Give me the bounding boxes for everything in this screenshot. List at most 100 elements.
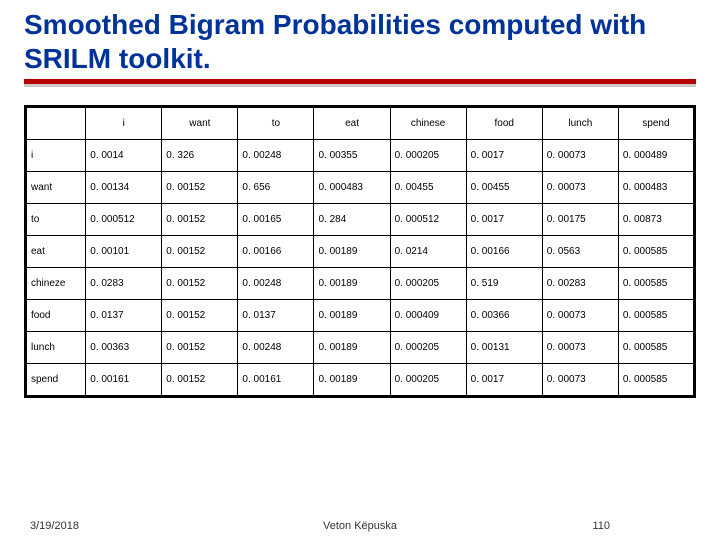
cell: 0. 0214 <box>390 236 466 268</box>
cell: 0. 000205 <box>390 268 466 300</box>
footer-page: 110 <box>592 520 610 532</box>
row-label: eat <box>26 236 86 268</box>
cell: 0. 00152 <box>162 300 238 332</box>
cell: 0. 000409 <box>390 300 466 332</box>
cell: 0. 00152 <box>162 268 238 300</box>
table-row: want0. 001340. 001520. 6560. 0004830. 00… <box>26 172 695 204</box>
cell: 0. 00189 <box>314 300 390 332</box>
cell: 0. 00189 <box>314 268 390 300</box>
table-row: eat0. 001010. 001520. 001660. 001890. 02… <box>26 236 695 268</box>
header-cell: spend <box>618 107 694 140</box>
cell: 0. 00248 <box>238 268 314 300</box>
table-row: food0. 01370. 001520. 01370. 001890. 000… <box>26 300 695 332</box>
header-cell: want <box>162 107 238 140</box>
cell: 0. 000512 <box>390 204 466 236</box>
footer-author: Veton Këpuska <box>323 520 397 532</box>
cell: 0. 0137 <box>86 300 162 332</box>
cell: 0. 0283 <box>86 268 162 300</box>
cell: 0. 284 <box>314 204 390 236</box>
cell: 0. 00166 <box>466 236 542 268</box>
cell: 0. 00152 <box>162 236 238 268</box>
header-cell: food <box>466 107 542 140</box>
row-label: to <box>26 204 86 236</box>
table-row: spend0. 001610. 001520. 001610. 001890. … <box>26 364 695 397</box>
cell: 0. 00161 <box>86 364 162 397</box>
cell: 0. 00455 <box>466 172 542 204</box>
cell: 0. 00073 <box>542 300 618 332</box>
cell: 0. 000585 <box>618 332 694 364</box>
cell: 0. 326 <box>162 140 238 172</box>
header-cell: to <box>238 107 314 140</box>
row-label: chineze <box>26 268 86 300</box>
slide-title: Smoothed Bigram Probabilities computed w… <box>24 8 696 75</box>
cell: 0. 00455 <box>390 172 466 204</box>
cell: 0. 00152 <box>162 172 238 204</box>
title-area: Smoothed Bigram Probabilities computed w… <box>0 0 720 75</box>
cell: 0. 0014 <box>86 140 162 172</box>
cell: 0. 000585 <box>618 364 694 397</box>
cell: 0. 00073 <box>542 172 618 204</box>
cell: 0. 00152 <box>162 332 238 364</box>
cell: 0. 0563 <box>542 236 618 268</box>
header-cell: eat <box>314 107 390 140</box>
cell: 0. 000585 <box>618 236 694 268</box>
cell: 0. 0017 <box>466 364 542 397</box>
row-label: want <box>26 172 86 204</box>
cell: 0. 00873 <box>618 204 694 236</box>
cell: 0. 00189 <box>314 236 390 268</box>
cell: 0. 0017 <box>466 204 542 236</box>
header-cell <box>26 107 86 140</box>
cell: 0. 519 <box>466 268 542 300</box>
footer: 3/19/2018 Veton Këpuska 110 <box>0 520 720 532</box>
bigram-table: i want to eat chinese food lunch spend i… <box>24 105 696 398</box>
cell: 0. 00189 <box>314 364 390 397</box>
footer-date: 3/19/2018 <box>30 520 79 532</box>
cell: 0. 000585 <box>618 300 694 332</box>
cell: 0. 000483 <box>314 172 390 204</box>
cell: 0. 00131 <box>466 332 542 364</box>
cell: 0. 00073 <box>542 140 618 172</box>
cell: 0. 000205 <box>390 364 466 397</box>
cell: 0. 00073 <box>542 332 618 364</box>
cell: 0. 656 <box>238 172 314 204</box>
cell: 0. 00248 <box>238 332 314 364</box>
header-cell: i <box>86 107 162 140</box>
cell: 0. 00073 <box>542 364 618 397</box>
cell: 0. 000205 <box>390 140 466 172</box>
cell: 0. 000489 <box>618 140 694 172</box>
cell: 0. 00248 <box>238 140 314 172</box>
cell: 0. 00165 <box>238 204 314 236</box>
cell: 0. 00189 <box>314 332 390 364</box>
cell: 0. 00175 <box>542 204 618 236</box>
title-underline <box>24 79 696 84</box>
cell: 0. 0137 <box>238 300 314 332</box>
cell: 0. 000205 <box>390 332 466 364</box>
row-label: lunch <box>26 332 86 364</box>
cell: 0. 00134 <box>86 172 162 204</box>
header-cell: lunch <box>542 107 618 140</box>
cell: 0. 00101 <box>86 236 162 268</box>
cell: 0. 00363 <box>86 332 162 364</box>
cell: 0. 000512 <box>86 204 162 236</box>
cell: 0. 000483 <box>618 172 694 204</box>
table-row: lunch0. 003630. 001520. 002480. 001890. … <box>26 332 695 364</box>
cell: 0. 00166 <box>238 236 314 268</box>
table-header-row: i want to eat chinese food lunch spend <box>26 107 695 140</box>
cell: 0. 00161 <box>238 364 314 397</box>
cell: 0. 00283 <box>542 268 618 300</box>
content-area: i want to eat chinese food lunch spend i… <box>0 87 720 398</box>
cell: 0. 0017 <box>466 140 542 172</box>
row-label: spend <box>26 364 86 397</box>
row-label: i <box>26 140 86 172</box>
cell: 0. 00152 <box>162 204 238 236</box>
cell: 0. 00152 <box>162 364 238 397</box>
table-row: i0. 00140. 3260. 002480. 003550. 0002050… <box>26 140 695 172</box>
cell: 0. 00355 <box>314 140 390 172</box>
cell: 0. 000585 <box>618 268 694 300</box>
table-row: to0. 0005120. 001520. 001650. 2840. 0005… <box>26 204 695 236</box>
row-label: food <box>26 300 86 332</box>
cell: 0. 00366 <box>466 300 542 332</box>
table-row: chineze0. 02830. 001520. 002480. 001890.… <box>26 268 695 300</box>
header-cell: chinese <box>390 107 466 140</box>
table-body: i0. 00140. 3260. 002480. 003550. 0002050… <box>26 140 695 397</box>
